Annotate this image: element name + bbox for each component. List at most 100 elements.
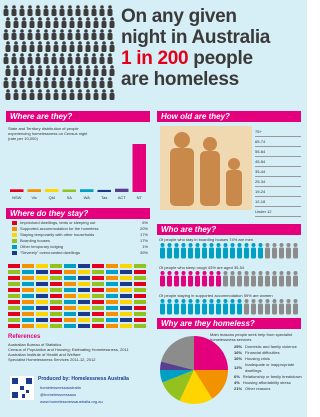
person-head [238,299,242,303]
crowd-body [44,33,49,40]
person-head [245,299,249,303]
crowd-body [108,57,113,64]
state-bar [10,189,24,192]
reason-item: 21%Other reasons [234,386,302,392]
crowd-body [68,81,73,88]
crowd-body [92,57,97,64]
crowd-body [60,81,65,88]
stay-cell [50,294,62,298]
person-head [287,243,291,247]
stay-cell [8,294,20,298]
stay-cell [134,318,146,322]
crowd-head [14,65,18,69]
person-head [224,299,228,303]
stay-cell [8,318,20,322]
person-head [182,299,186,303]
stay-cell [106,324,118,328]
crowd-head [28,5,32,9]
stay-cell [8,324,20,328]
crowd-head [22,89,26,93]
stay-cell [64,318,76,322]
contact-line: homelessnessaustralia [40,384,150,391]
crowd-head [36,29,40,33]
person-body [286,276,291,287]
reason-pct: 12% [234,365,242,371]
crowd-head [46,41,50,45]
crowd-body [46,45,51,52]
age-label: 45-54 [255,157,301,167]
crowd-body [28,57,33,64]
person-head [217,271,221,275]
crowd-head [6,65,10,69]
who-people [159,270,301,288]
crowd-body [76,33,81,40]
person-head [203,243,207,247]
stay-cell [106,270,118,274]
crowd-body [76,9,81,16]
stay-cell [50,282,62,286]
crowd-body [62,45,67,52]
crowd-body [62,93,67,100]
crowd-body [12,9,17,16]
crowd-body [4,33,9,40]
crowd-body [100,9,105,16]
person-head [231,299,235,303]
person-body [181,304,186,315]
stay-cell [36,312,48,316]
age-label: 19-24 [255,187,301,197]
person-head [252,271,256,275]
crowd-body [94,69,99,76]
person-body [237,276,242,287]
crowd-body [4,57,9,64]
person-head [175,243,179,247]
person-head [189,243,193,247]
crowd-body [110,45,115,52]
crowd-body [86,69,91,76]
crowd-body [14,93,19,100]
person-head [266,243,270,247]
person-head [210,299,214,303]
person-head [175,299,179,303]
crowd-head [60,5,64,9]
person-head [217,243,221,247]
stay-cell [8,288,20,292]
crowd-head [108,77,112,81]
person-body [195,248,200,259]
crowd-head [30,89,34,93]
crowd-head [86,41,90,45]
crowd-body [100,33,105,40]
crowd-body [78,93,83,100]
stay-cell [36,270,48,274]
stay-cell [8,270,20,274]
stay-cell [64,276,76,280]
stay-cell [78,294,90,298]
crowd-body [108,81,113,88]
person-body [216,276,221,287]
crowd-head [84,5,88,9]
state-label: Tas [101,195,107,200]
who-people [159,242,301,260]
stay-cell [36,294,48,298]
person-head [273,243,277,247]
crowd-body [36,9,41,16]
crowd-body [14,21,19,28]
stay-cell [64,312,76,316]
crowd-head [14,17,18,21]
person-head [287,271,291,275]
stay-cell [92,282,104,286]
crowd-body [94,21,99,28]
stay-cell [8,264,20,268]
stay-cell [22,318,34,322]
crowd-body [70,21,75,28]
crowd-body [52,9,57,16]
crowd-body [4,9,9,16]
headline-line: are homeless [121,69,270,90]
stay-cell [8,282,20,286]
crowd-body [70,45,75,52]
person-body [160,276,165,287]
stay-cell [106,300,118,304]
state-bar [63,190,77,192]
crowd-body [60,57,65,64]
crowd-body [46,93,51,100]
stay-cell [134,264,146,268]
